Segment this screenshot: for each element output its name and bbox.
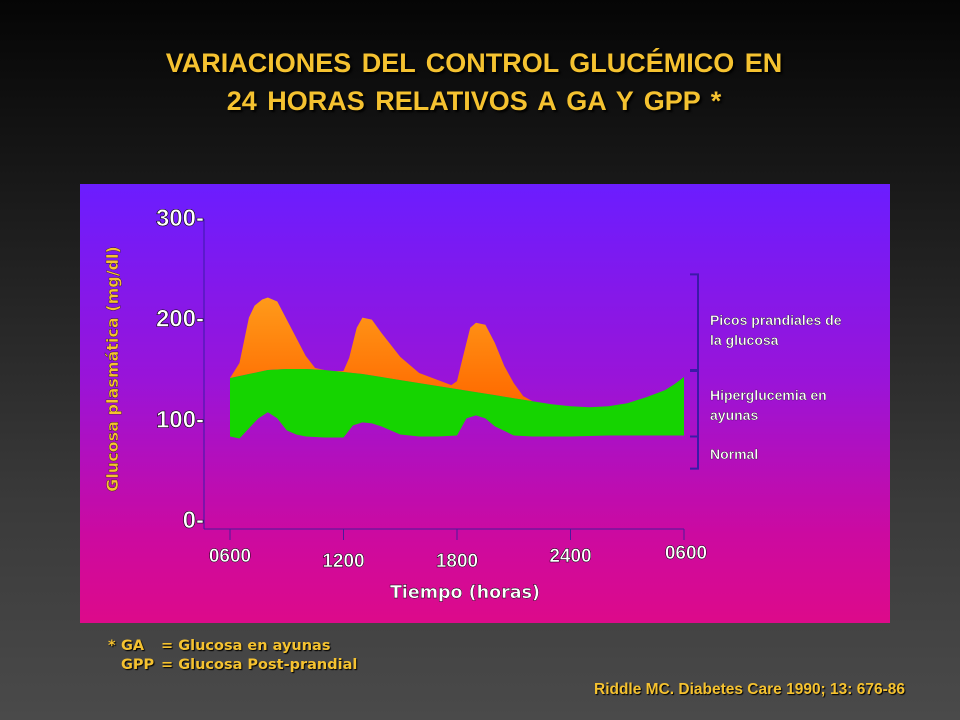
annotation-label-hiper: Hiperglucemia en bbox=[710, 387, 827, 403]
bracket-picos bbox=[690, 273, 699, 372]
annotation-label-picos: Picos prandiales de bbox=[710, 312, 842, 328]
x-tick-label: 0600 bbox=[209, 546, 251, 567]
prandial-peaks-area bbox=[230, 297, 533, 402]
y-tick-label: 0- bbox=[183, 507, 204, 534]
footnote-line-ga: * GA = Glucosa en ayunas bbox=[108, 637, 357, 656]
title-line-2: 24 HORAS RELATIVOS A GA Y GPP * bbox=[226, 86, 722, 116]
y-axis-title: Glucosa plasmática (mg/dl) bbox=[103, 246, 122, 492]
annotation-label-normal: Normal bbox=[710, 446, 758, 462]
bracket-hiper bbox=[690, 370, 699, 438]
x-tick-label: 0600 bbox=[665, 543, 707, 564]
fasting-hyperglycemia-area bbox=[230, 369, 684, 439]
y-tick-label: 300- bbox=[156, 205, 204, 232]
bracket-normal bbox=[690, 435, 699, 470]
slide-title: VARIACIONES DEL CONTROL GLUCÉMICO EN 24 … bbox=[0, 44, 948, 120]
x-tick-label: 2400 bbox=[549, 546, 591, 567]
x-axis-title: Tiempo (horas) bbox=[390, 583, 540, 603]
footnote-abbr-ga: GA bbox=[121, 638, 145, 654]
citation: Riddle MC. Diabetes Care 1990; 13: 676-8… bbox=[594, 681, 905, 698]
footnote-marker: * bbox=[108, 638, 116, 654]
x-tick-label: 1800 bbox=[436, 551, 478, 572]
y-tick-label: 200- bbox=[156, 306, 204, 333]
footnote-abbr-gpp: GPP bbox=[121, 657, 155, 673]
y-tick-label: 100- bbox=[156, 406, 204, 433]
x-tick-label: 1200 bbox=[322, 551, 364, 572]
chart-svg: 0- 100- 200- 300- 0600 1200 1800 2400 0600 Tiempo… bbox=[103, 205, 842, 604]
annotation-label-picos: la glucosa bbox=[710, 332, 779, 348]
footnote-text-gpp: = Glucosa Post-prandial bbox=[161, 657, 358, 673]
footnote-line-gpp: GPP = Glucosa Post-prandial bbox=[108, 656, 357, 675]
annotation-label-hiper: ayunas bbox=[710, 407, 758, 423]
title-line-1: VARIACIONES DEL CONTROL GLUCÉMICO EN bbox=[165, 48, 783, 78]
footnote-text-ga: = Glucosa en ayunas bbox=[161, 638, 331, 654]
chart-panel: 0- 100- 200- 300- 0600 1200 1800 2400 0600 Tiempo… bbox=[80, 184, 890, 623]
footnote: * GA = Glucosa en ayunas GPP = Glucosa Post… bbox=[108, 637, 357, 675]
